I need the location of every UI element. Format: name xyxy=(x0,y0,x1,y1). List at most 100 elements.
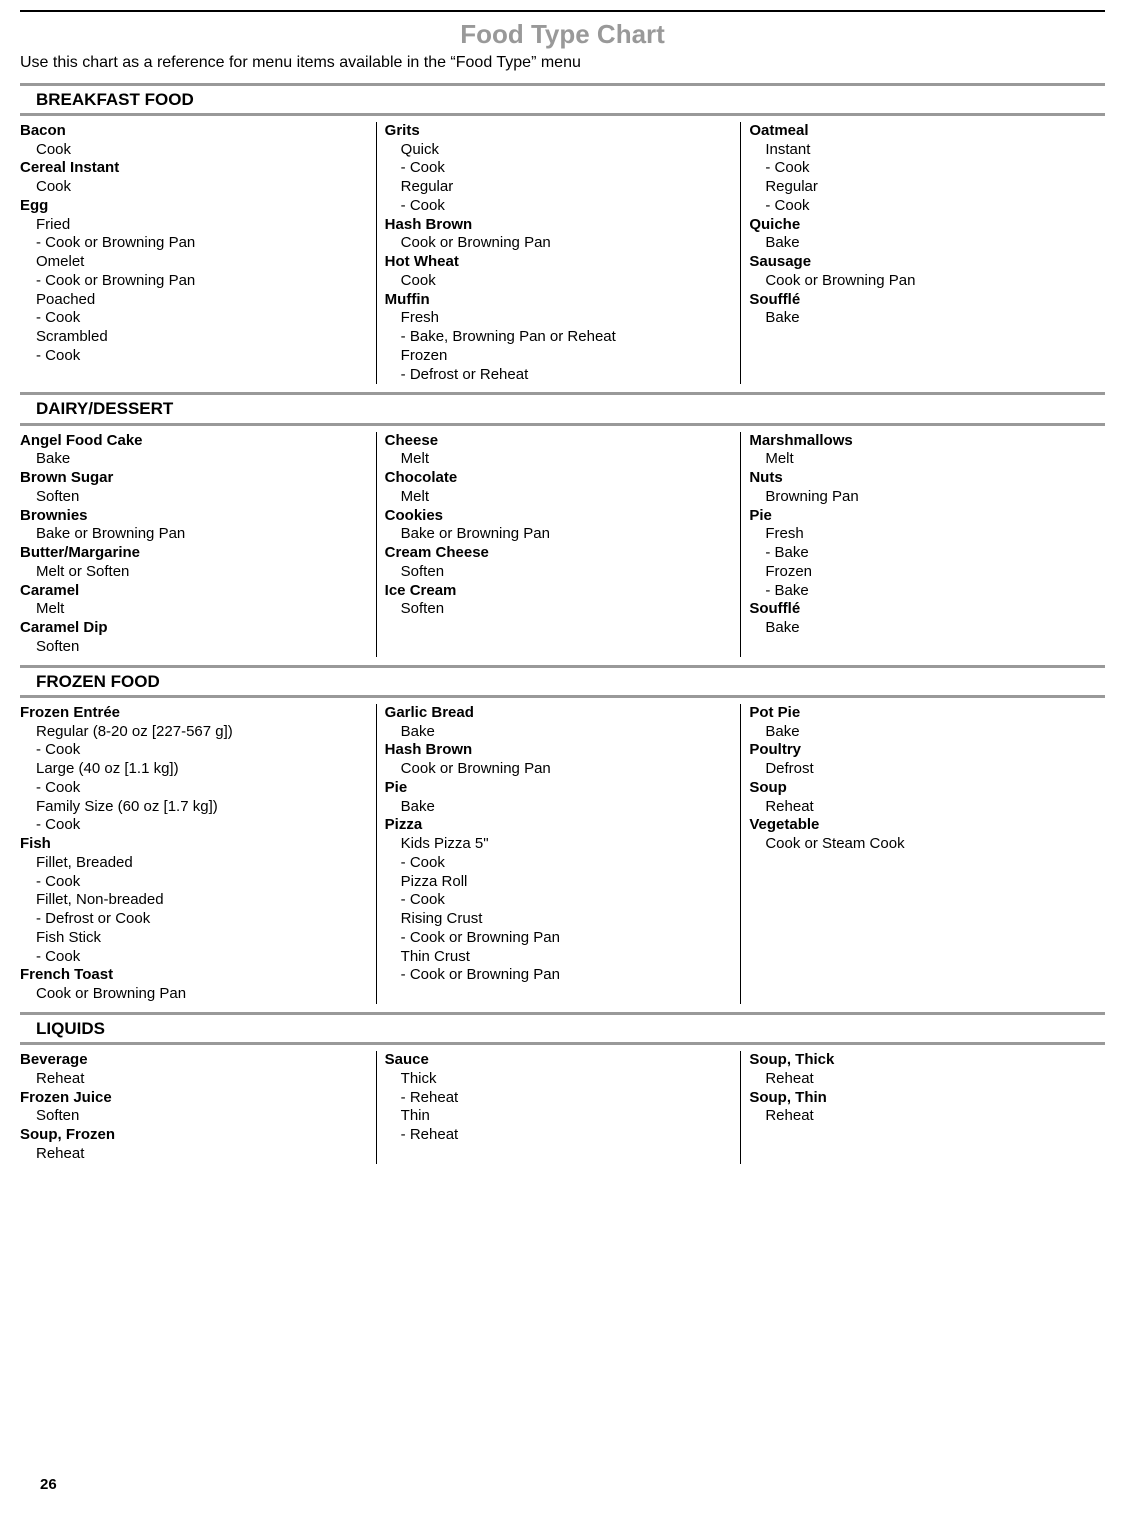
food-name: Soup, Frozen xyxy=(20,1126,364,1145)
food-action: Defrost or Reheat xyxy=(385,366,729,385)
food-name: Hash Brown xyxy=(385,216,729,235)
food-variant: Cook xyxy=(20,141,364,160)
food-action: Cook xyxy=(749,197,1093,216)
food-name: Caramel Dip xyxy=(20,619,364,638)
food-name: Ice Cream xyxy=(385,582,729,601)
column-divider xyxy=(740,704,741,1004)
food-name: Pie xyxy=(385,779,729,798)
food-variant: Reheat xyxy=(749,1107,1093,1126)
food-action: Bake xyxy=(749,582,1093,601)
food-name: Quiche xyxy=(749,216,1093,235)
food-variant: Large (40 oz [1.1 kg]) xyxy=(20,760,364,779)
food-variant: Frozen xyxy=(749,563,1093,582)
column: OatmealInstantCookRegularCookQuicheBakeS… xyxy=(749,122,1105,385)
section: LIQUIDSBeverageReheatFrozen JuiceSoftenS… xyxy=(20,1012,1105,1164)
food-name: Frozen Juice xyxy=(20,1089,364,1108)
food-name: Pie xyxy=(749,507,1093,526)
column: Frozen EntréeRegular (8-20 oz [227-567 g… xyxy=(20,704,376,1004)
food-action: Bake, Browning Pan or Reheat xyxy=(385,328,729,347)
food-name: Hash Brown xyxy=(385,741,729,760)
food-variant: Defrost xyxy=(749,760,1093,779)
food-variant: Poached xyxy=(20,291,364,310)
section-heading: FROZEN FOOD xyxy=(20,665,1105,698)
column: SauceThickReheatThinReheat xyxy=(385,1051,741,1164)
food-variant: Bake xyxy=(749,723,1093,742)
food-variant: Fish Stick xyxy=(20,929,364,948)
food-variant: Family Size (60 oz [1.7 kg]) xyxy=(20,798,364,817)
food-variant: Omelet xyxy=(20,253,364,272)
food-variant: Reheat xyxy=(20,1145,364,1164)
food-variant: Instant xyxy=(749,141,1093,160)
food-variant: Bake xyxy=(385,723,729,742)
food-variant: Pizza Roll xyxy=(385,873,729,892)
food-variant: Quick xyxy=(385,141,729,160)
food-action: Cook xyxy=(20,873,364,892)
section-heading: BREAKFAST FOOD xyxy=(20,83,1105,116)
page-number: 26 xyxy=(40,1476,57,1495)
column: Garlic BreadBakeHash BrownCook or Browni… xyxy=(385,704,741,1004)
food-action: Cook or Browning Pan xyxy=(385,966,729,985)
top-rule xyxy=(20,10,1105,12)
column: Soup, ThickReheatSoup, ThinReheat xyxy=(749,1051,1105,1164)
food-name: Angel Food Cake xyxy=(20,432,364,451)
column-divider xyxy=(740,1051,741,1164)
food-name: Cereal Instant xyxy=(20,159,364,178)
food-variant: Soften xyxy=(20,638,364,657)
column: BeverageReheatFrozen JuiceSoftenSoup, Fr… xyxy=(20,1051,376,1164)
food-name: Cheese xyxy=(385,432,729,451)
food-variant: Melt xyxy=(749,450,1093,469)
food-name: Hot Wheat xyxy=(385,253,729,272)
food-variant: Thick xyxy=(385,1070,729,1089)
page-title: Food Type Chart xyxy=(20,18,1105,51)
food-name: Sausage xyxy=(749,253,1093,272)
food-variant: Bake xyxy=(749,234,1093,253)
column-divider xyxy=(376,704,377,1004)
food-action: Cook xyxy=(20,309,364,328)
food-action: Cook xyxy=(385,197,729,216)
column: Angel Food CakeBakeBrown SugarSoftenBrow… xyxy=(20,432,376,657)
food-action: Defrost or Cook xyxy=(20,910,364,929)
food-name: Caramel xyxy=(20,582,364,601)
column: Pot PieBakePoultryDefrostSoupReheatVeget… xyxy=(749,704,1105,1004)
food-name: Butter/Margarine xyxy=(20,544,364,563)
food-variant: Cook or Steam Cook xyxy=(749,835,1093,854)
food-variant: Fillet, Breaded xyxy=(20,854,364,873)
food-variant: Melt xyxy=(385,450,729,469)
food-name: Soup xyxy=(749,779,1093,798)
food-name: Nuts xyxy=(749,469,1093,488)
food-variant: Bake or Browning Pan xyxy=(20,525,364,544)
food-variant: Soften xyxy=(385,563,729,582)
column-divider xyxy=(376,1051,377,1164)
food-action: Cook xyxy=(385,854,729,873)
food-variant: Reheat xyxy=(20,1070,364,1089)
food-name: Brown Sugar xyxy=(20,469,364,488)
food-variant: Melt xyxy=(385,488,729,507)
food-action: Cook xyxy=(20,816,364,835)
food-variant: Cook or Browning Pan xyxy=(20,985,364,1004)
food-action: Cook or Browning Pan xyxy=(385,929,729,948)
food-variant: Bake xyxy=(20,450,364,469)
columns: BeverageReheatFrozen JuiceSoftenSoup, Fr… xyxy=(20,1045,1105,1164)
food-name: Beverage xyxy=(20,1051,364,1070)
food-name: Pot Pie xyxy=(749,704,1093,723)
food-variant: Fillet, Non-breaded xyxy=(20,891,364,910)
food-name: Egg xyxy=(20,197,364,216)
food-variant: Fresh xyxy=(385,309,729,328)
food-variant: Rising Crust xyxy=(385,910,729,929)
food-variant: Cook xyxy=(385,272,729,291)
food-name: Vegetable xyxy=(749,816,1093,835)
food-action: Cook xyxy=(749,159,1093,178)
food-action: Reheat xyxy=(385,1126,729,1145)
food-variant: Reheat xyxy=(749,798,1093,817)
food-variant: Bake or Browning Pan xyxy=(385,525,729,544)
food-name: Oatmeal xyxy=(749,122,1093,141)
food-name: Cookies xyxy=(385,507,729,526)
food-variant: Regular xyxy=(385,178,729,197)
food-variant: Melt xyxy=(20,600,364,619)
section: FROZEN FOOD Frozen EntréeRegular (8-20 oz… xyxy=(20,665,1105,1004)
columns: BaconCookCereal InstantCookEggFriedCook … xyxy=(20,116,1105,385)
food-action: Cook xyxy=(20,779,364,798)
food-variant: Browning Pan xyxy=(749,488,1093,507)
column: CheeseMeltChocolateMeltCookiesBake or Br… xyxy=(385,432,741,657)
food-name: Soup, Thin xyxy=(749,1089,1093,1108)
